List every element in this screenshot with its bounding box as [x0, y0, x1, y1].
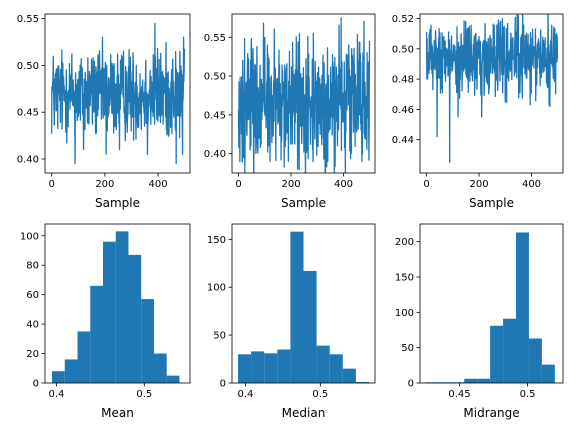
y-tick-label: 0.50	[204, 72, 226, 83]
histogram-bar	[251, 351, 265, 383]
series-line-1	[237, 17, 371, 173]
axes-frame	[44, 13, 191, 174]
y-tick-label: 40	[26, 320, 39, 331]
histogram-bar	[516, 232, 529, 383]
subplot-6: 0.45 0.5 0 50 100 150 200 Midrange	[395, 223, 564, 420]
axes-frame	[44, 223, 191, 384]
y-tick-label: 0.45	[17, 108, 39, 119]
histogram-bar	[329, 354, 343, 383]
x-tick-label: 400	[149, 179, 168, 190]
histogram-bar	[90, 285, 103, 383]
y-tick-label: 20	[26, 349, 39, 360]
histogram-bar	[477, 378, 491, 383]
x-tick-label: 0.5	[136, 389, 152, 400]
subplot-2: 0 200 400 0.40 0.45 0.50 0.55 Sample	[204, 13, 376, 210]
x-axis-label: Mean	[101, 406, 134, 420]
x-tick-label: 400	[522, 179, 541, 190]
histogram-bar	[342, 368, 356, 383]
subplot-1: 0 200 400 0.40 0.45 0.50 0.55 Sample	[17, 13, 191, 210]
x-tick-label: 0.4	[238, 389, 254, 400]
y-tick-label: 80	[26, 261, 39, 272]
subplot-3: 0 200 400 0.44 0.46 0.48 0.50 0.52 Sample	[392, 13, 564, 210]
y-tick-label: 0.50	[392, 44, 414, 55]
plot-area	[425, 14, 559, 164]
plot-area	[51, 22, 186, 165]
x-tick-label: 0.5	[520, 389, 536, 400]
y-tick-label: 0.45	[204, 110, 226, 121]
histogram-bar	[290, 231, 304, 383]
x-tick-label: 200	[469, 179, 488, 190]
plot-area	[52, 231, 180, 383]
axes-frame	[231, 13, 376, 174]
y-tick-label: 0.40	[204, 149, 226, 160]
x-tick-label: 0.5	[312, 389, 328, 400]
x-axis-label: Sample	[469, 196, 514, 210]
x-tick-label: 200	[281, 179, 300, 190]
y-tick-label: 0.44	[392, 135, 414, 146]
histogram-bar	[277, 349, 291, 383]
subplot-4: 0.4 0.5 0 20 40 60 80 100 Mean	[20, 223, 191, 420]
histogram-bar	[264, 353, 278, 383]
axes-frame	[419, 13, 564, 174]
histogram-bar	[237, 354, 252, 383]
y-tick-label: 0.48	[392, 75, 414, 86]
histogram-bar	[52, 371, 65, 383]
histogram-bar	[490, 325, 504, 383]
x-axis-label: Sample	[95, 196, 140, 210]
subplot-5: 0.4 0.5 0 50 100 150 Median	[207, 223, 376, 420]
histogram-bar	[503, 318, 517, 383]
x-tick-label: 0.45	[448, 389, 470, 400]
y-tick-label: 50	[213, 331, 226, 342]
plot-area	[237, 231, 370, 383]
histogram-bar	[77, 331, 91, 383]
y-tick-label: 60	[26, 290, 39, 301]
series-line-1	[51, 22, 186, 165]
histogram-bar	[355, 382, 370, 383]
x-tick-label: 0	[48, 179, 54, 190]
histogram-bar	[103, 241, 116, 383]
y-tick-label: 0	[33, 379, 39, 390]
y-tick-label: 0.55	[204, 33, 226, 44]
y-tick-label: 150	[207, 235, 226, 246]
axes-frame	[231, 223, 376, 384]
y-tick-label: 50	[401, 343, 414, 354]
y-tick-label: 0.52	[392, 14, 414, 25]
histogram-bar	[528, 338, 542, 383]
y-tick-label: 0.55	[17, 14, 39, 25]
histogram-bar	[115, 231, 129, 383]
y-tick-label: 0.40	[17, 154, 39, 165]
x-axis-label: Midrange	[463, 406, 519, 420]
x-axis-label: Median	[282, 406, 326, 420]
x-axis-label: Sample	[281, 196, 326, 210]
histogram-bar	[141, 299, 154, 383]
y-tick-label: 100	[20, 231, 39, 242]
y-tick-label: 0.46	[392, 105, 414, 116]
histogram-bar	[464, 378, 478, 383]
histogram-bar	[303, 270, 317, 383]
y-tick-label: 200	[395, 237, 414, 248]
x-tick-label: 0	[423, 179, 429, 190]
axes-frame	[419, 223, 564, 384]
x-tick-label: 200	[95, 179, 114, 190]
histogram-bar	[166, 375, 180, 383]
histogram-bar	[316, 345, 330, 383]
y-tick-label: 0.50	[17, 61, 39, 72]
histogram-bar	[541, 364, 555, 383]
y-tick-label: 100	[395, 308, 414, 319]
x-tick-label: 0	[235, 179, 241, 190]
histogram-bar	[153, 353, 167, 383]
y-tick-label: 100	[207, 283, 226, 294]
plot-area	[425, 232, 555, 383]
y-tick-label: 0	[220, 379, 226, 390]
x-tick-label: 400	[334, 179, 353, 190]
histogram-bar	[128, 254, 142, 383]
y-tick-label: 150	[395, 273, 414, 284]
x-tick-label: 0.4	[48, 389, 64, 400]
histogram-bar	[64, 359, 78, 383]
series-line-1	[425, 14, 559, 164]
plot-area	[237, 17, 371, 173]
y-tick-label: 0	[408, 379, 414, 390]
